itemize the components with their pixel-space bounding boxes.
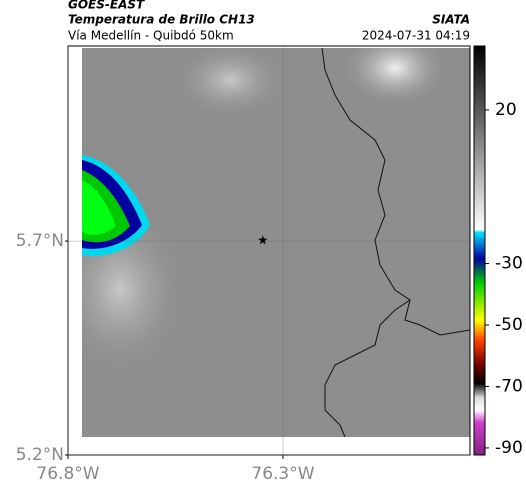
subtitle: Temperatura de Brillo CH13 xyxy=(68,13,255,27)
colorbar-tick-label: -50 xyxy=(495,315,523,335)
colorbar-tick-label: -70 xyxy=(495,376,523,396)
colorbar-tick-label: -30 xyxy=(495,254,523,274)
x-tick-label: 76.8°W xyxy=(36,464,99,484)
source: SIATA xyxy=(432,13,470,27)
colorbar-tick-label: 20 xyxy=(495,100,517,120)
colorbar-tick-label: -90 xyxy=(495,438,523,458)
title: GOES-EAST xyxy=(68,0,145,12)
colorbar xyxy=(473,45,486,456)
header: GOES-EAST Temperatura de Brillo CH13 SIA… xyxy=(68,0,470,43)
location-marker xyxy=(258,235,268,245)
x-tick-label: 76.3°W xyxy=(251,464,314,484)
y-tick-label: 5.2°N xyxy=(16,445,64,465)
satellite-image xyxy=(82,48,470,437)
y-tick-label: 5.7°N xyxy=(16,231,64,251)
datetime: 2024-07-31 04:19 xyxy=(362,29,470,43)
route: Vía Medellín - Quibdó 50km xyxy=(68,29,234,43)
